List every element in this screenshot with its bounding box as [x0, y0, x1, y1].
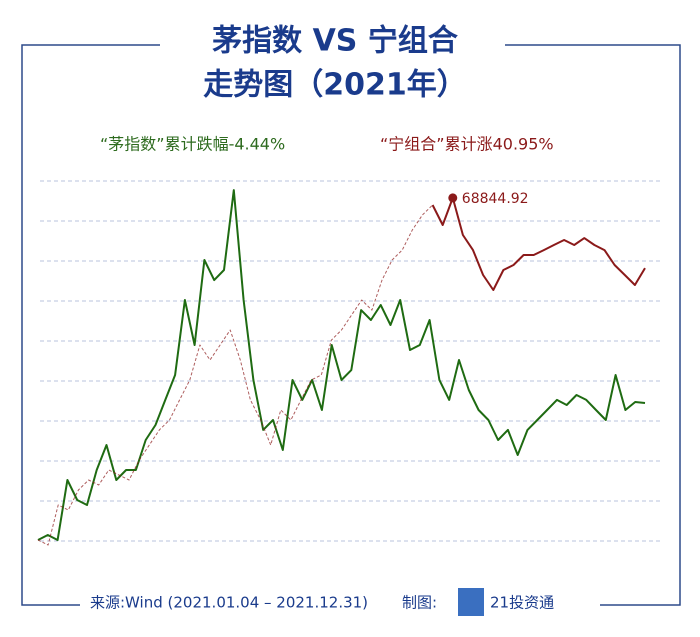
- peak-marker: [448, 193, 458, 203]
- subtitle: “宁组合”累计涨40.95%: [380, 135, 554, 154]
- footer-backdrop: [80, 590, 600, 620]
- source: 来源:Wind (2021.01.04 – 2021.12.31): [90, 594, 368, 612]
- credit: 21投资通: [490, 594, 554, 612]
- chart-title: 走势图（2021年）: [203, 68, 467, 103]
- grid: [40, 180, 660, 542]
- subtitle: “茅指数”累计跌幅-4.44%: [100, 135, 285, 154]
- peak-label: 68844.92: [462, 191, 529, 207]
- series-line: [37, 204, 433, 546]
- frame: [21, 44, 681, 606]
- logo: [458, 588, 484, 616]
- series-line: [431, 196, 646, 291]
- chart-title: 茅指数 VS 宁组合: [212, 24, 458, 59]
- title-backdrop: [160, 20, 505, 100]
- credit-label: 制图:: [402, 594, 437, 612]
- series-line: [37, 189, 646, 541]
